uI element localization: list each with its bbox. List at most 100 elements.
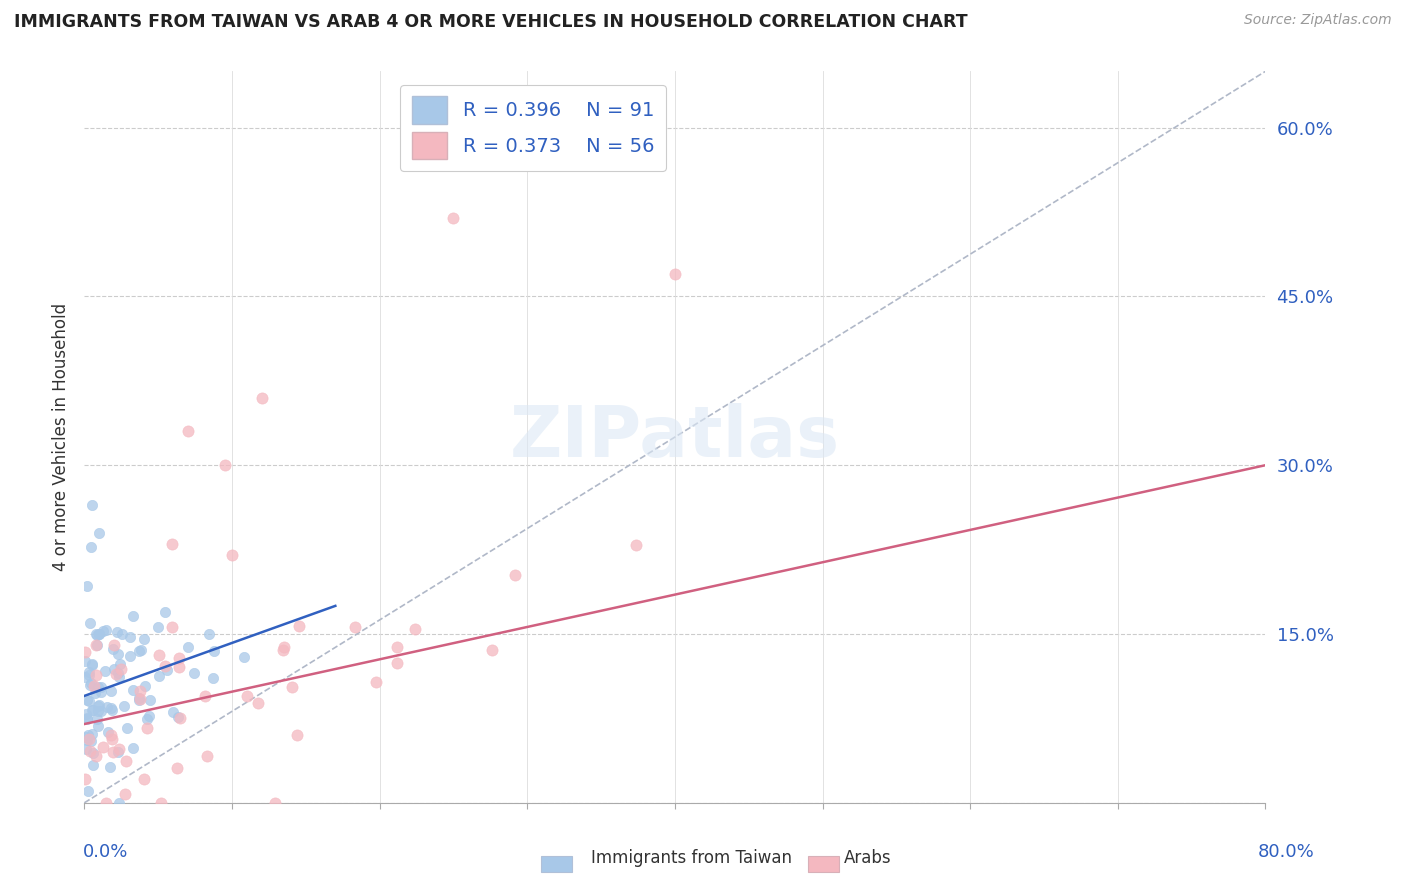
Point: [86, 628, 108, 642]
Point: [89, 627, 111, 641]
Point: [84, 627, 107, 641]
Point: [366, 675, 388, 690]
Point: [134, 632, 156, 647]
Point: [80, 727, 103, 741]
Point: [86, 712, 108, 726]
Point: [114, 698, 136, 713]
Point: [134, 679, 156, 693]
Point: [288, 618, 311, 632]
Point: [167, 660, 190, 674]
Point: [177, 640, 200, 654]
Point: [73, 670, 96, 684]
Point: [285, 728, 308, 742]
Point: [271, 643, 294, 657]
Point: [76, 693, 98, 707]
Point: [97, 724, 120, 739]
Point: [100, 684, 122, 698]
Point: [202, 671, 225, 685]
Point: [202, 644, 225, 658]
Point: [153, 658, 176, 673]
Point: [132, 772, 155, 786]
Point: [122, 608, 145, 623]
Point: [148, 648, 170, 663]
Point: [115, 721, 138, 735]
Point: [443, 211, 465, 225]
Point: [82, 758, 104, 772]
Point: [75, 730, 97, 744]
Point: [103, 638, 125, 652]
Y-axis label: 4 or more Vehicles in Household: 4 or more Vehicles in Household: [52, 303, 70, 571]
Point: [84, 686, 107, 700]
Point: [107, 624, 129, 639]
Text: 80.0%: 80.0%: [1258, 843, 1315, 861]
Point: [156, 663, 179, 677]
Point: [80, 676, 103, 690]
Point: [94, 796, 117, 810]
Text: IMMIGRANTS FROM TAIWAN VS ARAB 4 OR MORE VEHICLES IN HOUSEHOLD CORRELATION CHART: IMMIGRANTS FROM TAIWAN VS ARAB 4 OR MORE…: [14, 13, 967, 31]
Point: [129, 642, 152, 657]
Point: [246, 696, 269, 710]
Legend: R = 0.396    N = 91, R = 0.373    N = 56: R = 0.396 N = 91, R = 0.373 N = 56: [401, 85, 666, 171]
Point: [118, 630, 141, 644]
Point: [128, 691, 150, 706]
Point: [79, 731, 101, 746]
Point: [108, 796, 131, 810]
Point: [96, 699, 118, 714]
Point: [136, 721, 159, 735]
Point: [149, 796, 172, 810]
Point: [214, 458, 236, 473]
Point: [101, 745, 124, 759]
Point: [87, 626, 110, 640]
Point: [94, 664, 117, 678]
Point: [75, 706, 97, 721]
Point: [235, 689, 257, 703]
Point: [153, 605, 176, 619]
Point: [100, 728, 122, 742]
Point: [87, 698, 110, 713]
Point: [87, 680, 110, 694]
Point: [103, 642, 125, 657]
Point: [84, 638, 107, 652]
Point: [86, 748, 108, 763]
Point: [91, 740, 114, 755]
Point: [79, 615, 101, 630]
Point: [404, 622, 426, 636]
Point: [87, 719, 110, 733]
Point: [91, 624, 114, 639]
Point: [105, 666, 128, 681]
Text: Source: ZipAtlas.com: Source: ZipAtlas.com: [1244, 13, 1392, 28]
Point: [86, 638, 108, 652]
Point: [148, 669, 170, 683]
Point: [129, 683, 152, 698]
Point: [90, 680, 112, 694]
Point: [167, 710, 190, 724]
Point: [111, 626, 134, 640]
Point: [221, 548, 243, 562]
Point: [87, 525, 111, 540]
Point: [101, 703, 124, 717]
Point: [84, 668, 107, 682]
Point: [82, 747, 104, 761]
Point: [195, 749, 218, 764]
Point: [162, 706, 184, 720]
Point: [385, 640, 408, 654]
Point: [108, 670, 131, 684]
Point: [118, 649, 141, 664]
Point: [76, 711, 98, 725]
Point: [624, 538, 647, 552]
Point: [197, 626, 219, 640]
Point: [107, 666, 129, 681]
Point: [87, 698, 110, 713]
Point: [83, 679, 105, 693]
Point: [101, 732, 124, 747]
Text: Immigrants from Taiwan: Immigrants from Taiwan: [591, 849, 792, 867]
Point: [107, 746, 129, 760]
Point: [75, 742, 97, 756]
Point: [76, 579, 98, 593]
Point: [114, 787, 136, 801]
Point: [77, 784, 100, 798]
Point: [110, 657, 132, 672]
Point: [90, 685, 112, 699]
Point: [107, 741, 129, 756]
Point: [250, 391, 273, 405]
